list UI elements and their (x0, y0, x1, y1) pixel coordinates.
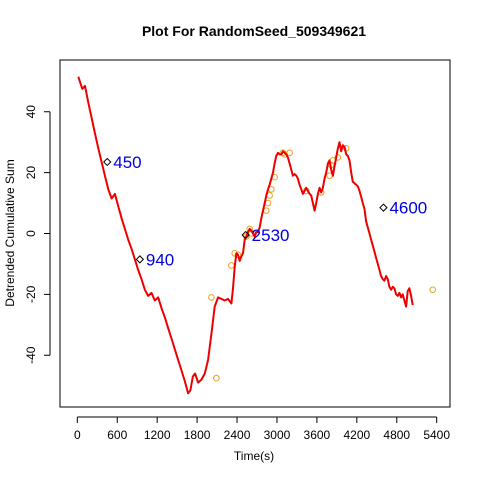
x-tick-label: 3600 (304, 428, 331, 442)
chart-title: Plot For RandomSeed_509349621 (142, 23, 366, 39)
y-axis-label: Detrended Cumulative Sum (3, 159, 17, 306)
plot-frame (59, 59, 451, 408)
y-tick-label: 0 (24, 230, 38, 237)
x-tick-label: 3000 (264, 428, 291, 442)
change-point-marker (379, 203, 388, 212)
change-point-label: 450 (113, 153, 141, 172)
x-tick-label: 4200 (343, 428, 370, 442)
data-point-marker (228, 262, 235, 269)
y-tick-label: 20 (24, 166, 38, 180)
annotations: 450 940 2530 4600 (103, 153, 427, 269)
y-tick-label: -20 (24, 285, 38, 303)
data-point-marker (246, 225, 253, 233)
y-tick-label: -40 (24, 346, 38, 364)
x-tick-label: 2400 (224, 428, 251, 442)
change-point-label: 2530 (252, 226, 290, 245)
x-tick-label: 5400 (423, 428, 450, 442)
data-point-marker (286, 149, 293, 157)
x-tick-label: 0 (74, 428, 81, 442)
data-point-marker (213, 374, 220, 382)
x-axis-label: Time(s) (234, 449, 274, 463)
change-point-label: 940 (146, 250, 174, 269)
markers (208, 144, 436, 382)
change-point-marker (103, 157, 112, 167)
change-point-marker (135, 255, 145, 264)
data-point-marker (429, 286, 436, 294)
x-tick-label: 1800 (184, 428, 211, 442)
x-tick-label: 600 (107, 428, 127, 442)
x-tick-label: 4800 (383, 428, 410, 442)
series-line (77, 76, 414, 395)
data-point-marker (334, 154, 342, 161)
x-tick-label: 1200 (144, 428, 171, 442)
axes: 0 600 1200 1800 2400 3000 3600 4200 4800 5400 -40 -… (24, 105, 450, 442)
y-tick-label: 40 (24, 105, 38, 119)
change-point-marker (241, 230, 250, 240)
data-point-marker (208, 294, 215, 301)
change-point-label: 4600 (389, 199, 427, 218)
series-line-group (77, 76, 414, 395)
